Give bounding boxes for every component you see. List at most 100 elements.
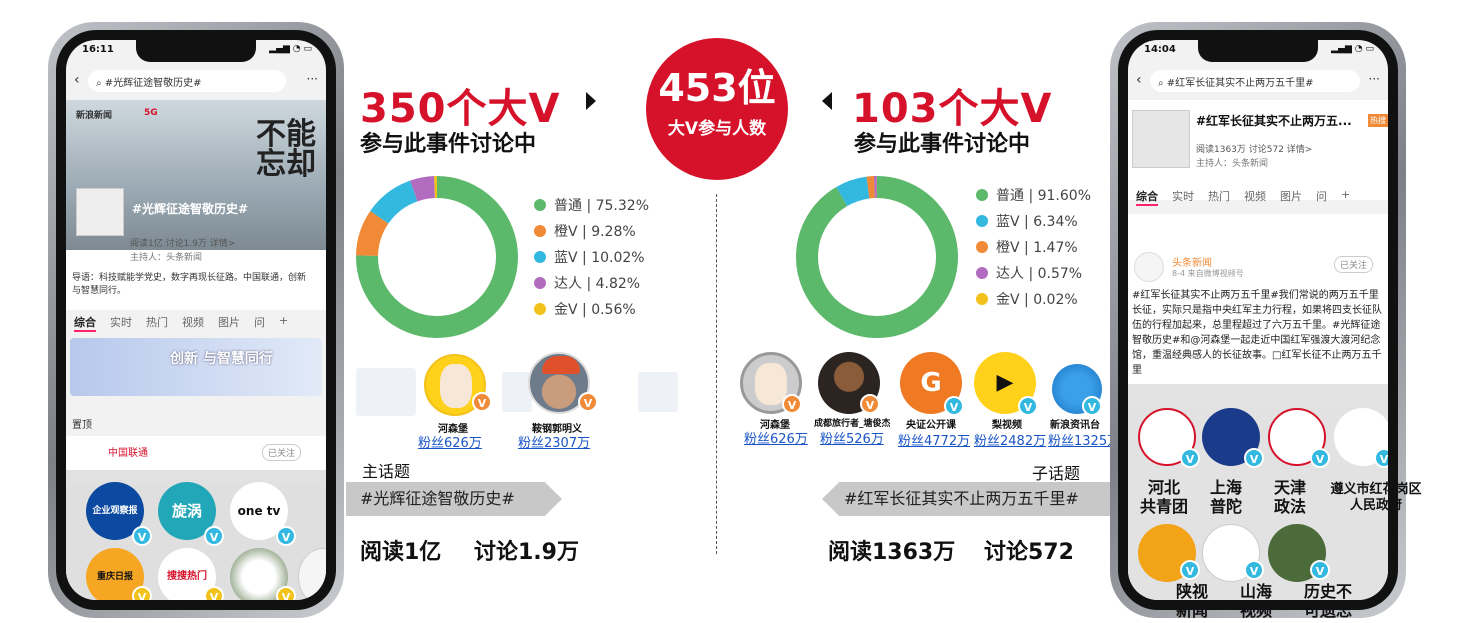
left-subtitle: 参与此事件讨论中 [360,132,537,157]
donut-slice-0-2 [370,180,418,224]
tab-realtime-r[interactable]: 实时 [1172,190,1194,203]
topic-tabs[interactable]: 综合 实时 热门 视频 图片 问 + [74,314,288,332]
right-topic-tabs[interactable]: 综合 实时 热门 视频 图片 问 + [1136,188,1350,206]
left-legend-item-3: 达人 | 4.82% [534,270,649,296]
promo-banner[interactable]: 创新 与智慧同行 [70,338,322,396]
left-legend-label-4: 金V | 0.56% [554,302,636,318]
tab-qa[interactable]: 问 [254,316,265,329]
search-icon-right: ⌕ [1158,78,1167,89]
calligraphy-art: 不能 忘却 [256,117,316,182]
main-topic-reads: 阅读1亿 [360,540,442,565]
influencer-name-r4: 新浪资讯台 [1050,420,1100,431]
status-time-right: 14:04 [1144,44,1176,55]
tab-qa-r[interactable]: 问 [1316,190,1327,203]
right-legend-item-2: 橙V | 1.47% [976,234,1091,260]
tab-image[interactable]: 图片 [218,316,240,329]
left-legend-dot-4 [534,303,546,315]
right-legend-dot-0 [976,189,988,201]
influencer-fans-r3[interactable]: 粉丝2482万 [974,434,1047,449]
search-input-right[interactable]: ⌕ #红军长征其实不止两万五千里# [1150,70,1360,92]
more-icon[interactable]: ··· [306,72,318,86]
left-legend-dot-3 [534,277,546,289]
status-icons-right: ▂▄▆ ◔ ▭ [1331,44,1374,54]
right-legend-label-1: 蓝V | 6.34% [996,214,1078,230]
donut-slice-1-0 [796,176,958,338]
tab-image-r[interactable]: 图片 [1280,190,1302,203]
sub-topic-banner: #红军长征其实不止两万五千里# [822,482,1110,516]
back-icon[interactable]: ‹ [74,72,80,88]
topic-thumbnail [76,188,124,236]
total-vip-circle: 453位 大V参与人数 [646,38,788,180]
left-influencer-strip [352,362,682,442]
promo-text: 创新 与智慧同行 [170,351,273,367]
account-avatar-right[interactable] [1134,252,1164,282]
left-legend-item-4: 金V | 0.56% [534,296,649,322]
more-icon-right[interactable]: ··· [1368,72,1380,86]
influencer-fans-r1[interactable]: 粉丝526万 [820,432,884,447]
tab-all-r[interactable]: 综合 [1136,188,1158,206]
influencer-avatar-hesenbao[interactable] [424,354,486,416]
right-topic-host: 主持人：头条新闻 [1196,159,1269,169]
search-input[interactable]: ⌕ #光辉征途智敬历史# [88,70,286,92]
follow-button-right[interactable]: 已关注 [1334,256,1374,273]
hot-badge: 热搜 [1368,114,1388,127]
follow-button[interactable]: 已关注 [262,444,302,461]
total-vip-label: 大V参与人数 [667,119,767,139]
influencer-avatar-r0[interactable] [740,352,802,414]
left-legend-label-2: 蓝V | 10.02% [554,250,645,266]
gov-name-4: 陕视 新闻 [1175,582,1208,620]
left-legend-dot-2 [534,251,546,263]
right-legend-dot-4 [976,293,988,305]
right-legend: 普通 | 91.60% 蓝V | 6.34% 橙V | 1.47% 达人 | 0.57… [976,182,1091,312]
donut-slice-0-1 [356,211,389,257]
gov-name-6: 历史不 可遗忘 [1303,582,1352,620]
sub-topic-text: #红军长征其实不止两万五千里# [844,489,1079,508]
tab-video[interactable]: 视频 [182,316,204,329]
left-donut-chart [356,176,518,338]
left-vip-count: 350个大V [360,86,561,132]
left-phone-screen: 16:11 ▂▄▆ ◔ ▭ ‹ ⌕ #光辉征途智敬历史# ··· 新浪新闻 5G… [66,40,326,600]
sub-topic-label: 子话题 [1032,464,1081,483]
gov-name-3: 遵义市红花岗区 人民政府 [1330,482,1422,513]
influencer-fans-r4[interactable]: 粉丝1325万 [1048,434,1121,449]
account-name-right[interactable]: 头条新闻 [1172,258,1212,269]
influencer-fans-1[interactable]: 粉丝2307万 [518,436,591,451]
influencer-name-r0: 河森堡 [760,420,790,431]
tab-video-r[interactable]: 视频 [1244,190,1266,203]
influencer-fans-r2[interactable]: 粉丝4772万 [898,434,971,449]
right-legend-item-0: 普通 | 91.60% [976,182,1091,208]
tab-add[interactable]: + [279,314,289,327]
main-topic-banner: #光辉征途智敬历史# [346,482,562,516]
left-legend-label-1: 橙V | 9.28% [554,224,636,240]
sub-topic-discussions: 讨论572 [984,540,1074,565]
right-legend-label-2: 橙V | 1.47% [996,240,1078,256]
tab-all[interactable]: 综合 [74,314,96,332]
gov-name-1: 上海 普陀 [1209,478,1242,516]
left-legend-item-2: 蓝V | 10.02% [534,244,649,270]
influencer-fans-r0[interactable]: 粉丝626万 [744,432,808,447]
influencer-name-r2: 央证公开课 [906,420,956,431]
tab-hot[interactable]: 热门 [146,316,168,329]
influencer-fans-0[interactable]: 粉丝626万 [418,436,482,451]
right-legend-dot-1 [976,215,988,227]
tab-add-r[interactable]: + [1341,188,1351,201]
left-legend-item-1: 橙V | 9.28% [534,218,649,244]
main-topic-text: #光辉征途智敬历史# [360,489,515,508]
gov-name-2: 天津 政法 [1273,478,1306,516]
influencer-name-r1: 成都旅行者_塘俊杰 [814,419,891,429]
main-topic-discussions: 讨论1.9万 [474,540,579,565]
back-icon-right[interactable]: ‹ [1136,72,1142,88]
tab-hot-r[interactable]: 热门 [1208,190,1230,203]
left-legend-label-0: 普通 | 75.32% [554,198,649,214]
right-phone: 14:04 ▂▄▆ ◔ ▭ ‹ ⌕ #红军长征其实不止两万五千里# ··· #红… [1110,22,1406,618]
logo-5g: 5G [144,108,158,118]
donut-slice-1-1 [836,176,870,207]
account-name[interactable]: 中国联通 [108,448,148,459]
tab-realtime[interactable]: 实时 [110,316,132,329]
status-time: 16:11 [82,44,114,55]
right-donut-chart [796,176,958,338]
topic-host: 主持人：头条新闻 [130,253,203,263]
topic-title: #光辉征途智敬历史# [132,202,249,216]
right-legend-item-1: 蓝V | 6.34% [976,208,1091,234]
donut-slice-0-0 [356,176,518,338]
